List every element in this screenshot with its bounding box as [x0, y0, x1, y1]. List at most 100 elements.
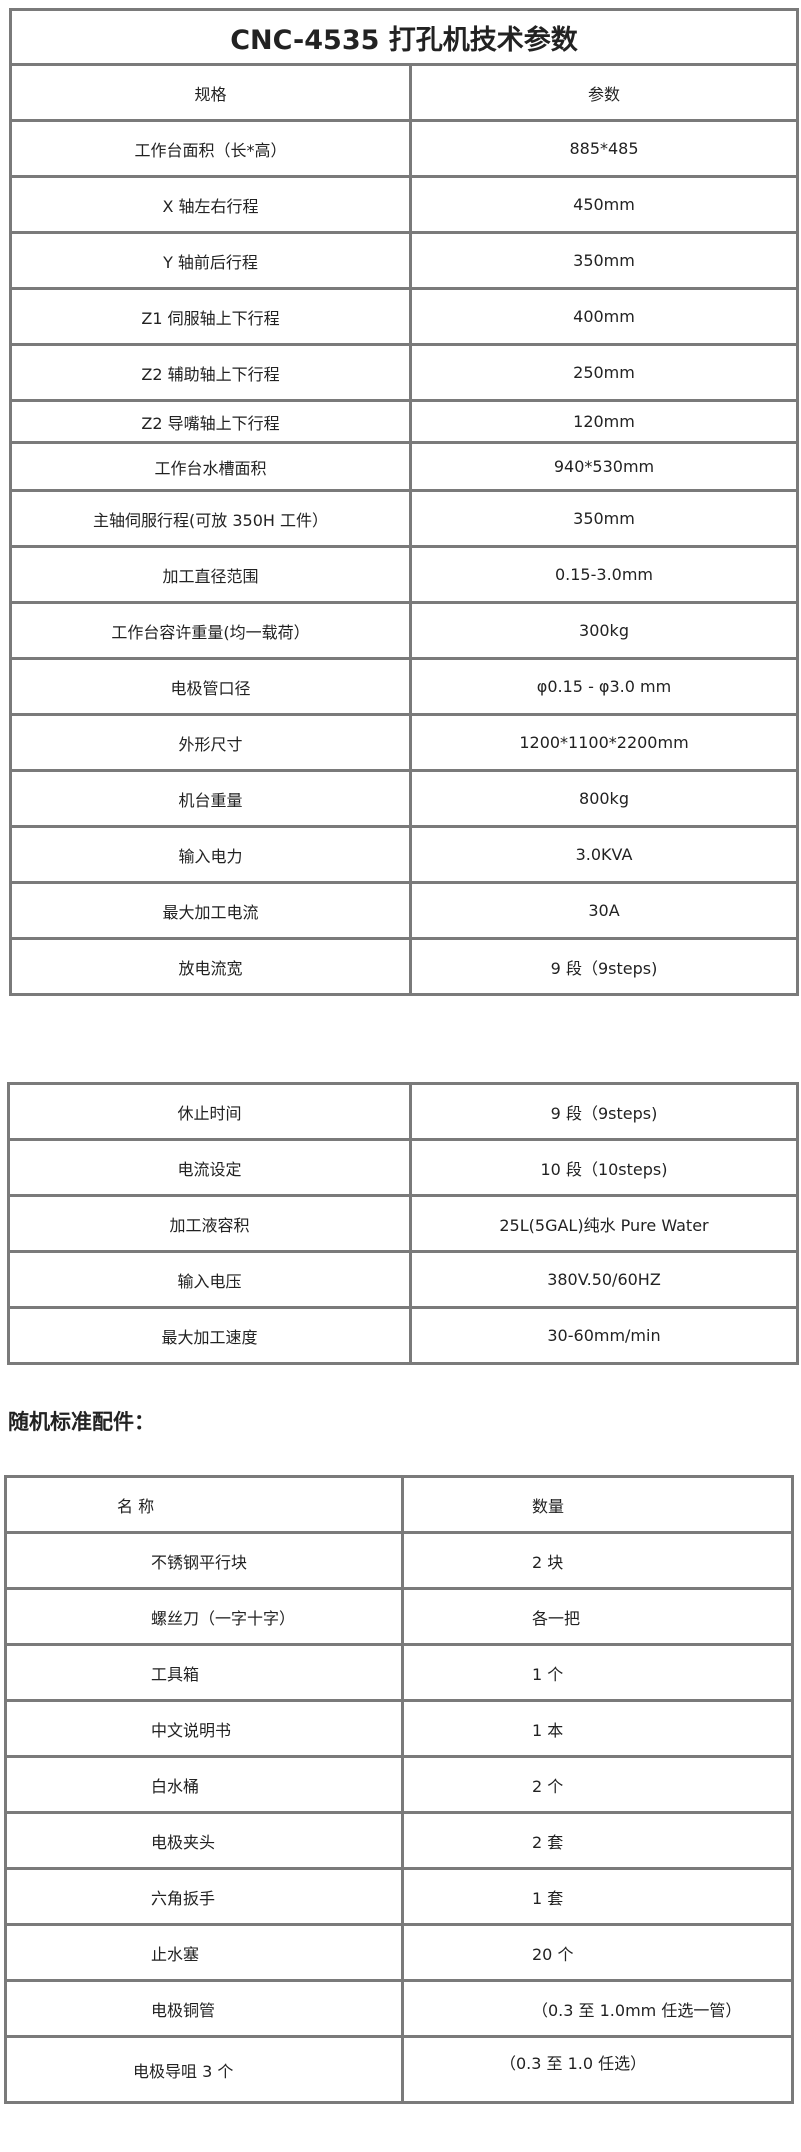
value-cell: 380V.50/60HZ [409, 1250, 799, 1309]
table-row: 工具箱 1 个 [4, 1643, 794, 1702]
table-row: 机台重量 800kg [9, 769, 799, 828]
table-row: 止水塞 20 个 [4, 1923, 794, 1982]
table-row: 放电流宽 9 段（9steps) [9, 937, 799, 996]
label-cell: 放电流宽 [9, 937, 412, 996]
label-cell: 加工液容积 [7, 1194, 412, 1253]
table-row: Y 轴前后行程 350mm [9, 231, 799, 290]
spec-table: CNC-4535 打孔机技术参数 规格 参数 工作台面积（长*高） 885*485 X… [9, 8, 799, 996]
value-cell: 9 段（9steps) [409, 1082, 799, 1141]
table-row: 最大加工速度 30-60mm/min [7, 1306, 799, 1365]
table-row: 电极管口径 φ0.15 - φ3.0 mm [9, 657, 799, 716]
label-cell: 外形尺寸 [9, 713, 412, 772]
table-row: 输入电压 380V.50/60HZ [7, 1250, 799, 1309]
label-cell: 六角扳手 [4, 1867, 404, 1926]
label-cell: 电流设定 [7, 1138, 412, 1197]
table-row: 六角扳手 1 套 [4, 1867, 794, 1926]
label-cell: X 轴左右行程 [9, 175, 412, 234]
table-row: 外形尺寸 1200*1100*2200mm [9, 713, 799, 772]
table-row: X 轴左右行程 450mm [9, 175, 799, 234]
label-cell: 输入电力 [9, 825, 412, 884]
accessories-heading: 随机标准配件： [8, 1410, 155, 1434]
label-cell: 电极管口径 [9, 657, 412, 716]
value-cell: 1 个 [401, 1643, 794, 1702]
label-cell: Z1 伺服轴上下行程 [9, 287, 412, 346]
table-row: 中文说明书 1 本 [4, 1699, 794, 1758]
label-cell: 电极铜管 [4, 1979, 404, 2038]
table-row: 工作台容许重量(均一载荷） 300kg [9, 601, 799, 660]
table-row: 电流设定 10 段（10steps) [7, 1138, 799, 1197]
value-cell: 1 套 [401, 1867, 794, 1926]
table-row: 工作台面积（长*高） 885*485 [9, 119, 799, 178]
value-cell: 450mm [409, 175, 799, 234]
value-cell: 3.0KVA [409, 825, 799, 884]
table-row: Z1 伺服轴上下行程 400mm [9, 287, 799, 346]
label-cell: 工具箱 [4, 1643, 404, 1702]
label-cell: 电极夹头 [4, 1811, 404, 1870]
label-cell: 止水塞 [4, 1923, 404, 1982]
value-cell: （0.3 至 1.0 任选） [401, 2035, 794, 2104]
table-row: 不锈钢平行块 2 块 [4, 1531, 794, 1590]
value-cell: 30A [409, 881, 799, 940]
table-row: 白水桶 2 个 [4, 1755, 794, 1814]
table-row: 螺丝刀（一字十字） 各一把 [4, 1587, 794, 1646]
label-cell: 螺丝刀（一字十字） [4, 1587, 404, 1646]
value-cell: 2 套 [401, 1811, 794, 1870]
value-cell: 250mm [409, 343, 799, 402]
value-cell: φ0.15 - φ3.0 mm [409, 657, 799, 716]
label-cell: Z2 导嘴轴上下行程 [9, 399, 412, 444]
label-cell: 最大加工电流 [9, 881, 412, 940]
value-cell: 400mm [409, 287, 799, 346]
value-cell: （0.3 至 1.0mm 任选一管） [401, 1979, 794, 2038]
label-cell: 加工直径范围 [9, 545, 412, 604]
value-cell: 1 本 [401, 1699, 794, 1758]
value-cell: 各一把 [401, 1587, 794, 1646]
table-row: Z2 辅助轴上下行程 250mm [9, 343, 799, 402]
value-cell: 350mm [409, 231, 799, 290]
label-cell: 休止时间 [7, 1082, 412, 1141]
table-row: 加工液容积 25L(5GAL)纯水 Pure Water [7, 1194, 799, 1253]
label-cell: Z2 辅助轴上下行程 [9, 343, 412, 402]
value-cell: 2 个 [401, 1755, 794, 1814]
value-cell: 25L(5GAL)纯水 Pure Water [409, 1194, 799, 1253]
table-row: 工作台水槽面积 940*530mm [9, 441, 799, 492]
value-cell: 885*485 [409, 119, 799, 178]
header-name: 名 称 [4, 1475, 404, 1534]
value-cell: 10 段（10steps) [409, 1138, 799, 1197]
table-row: Z2 导嘴轴上下行程 120mm [9, 399, 799, 444]
value-cell: 20 个 [401, 1923, 794, 1982]
table-row: 加工直径范围 0.15-3.0mm [9, 545, 799, 604]
header-qty: 数量 [401, 1475, 794, 1534]
label-cell: 电极导咀 3 个 [4, 2035, 404, 2104]
value-cell: 800kg [409, 769, 799, 828]
table-title: CNC-4535 打孔机技术参数 [9, 8, 799, 66]
table-row: 休止时间 9 段（9steps) [7, 1082, 799, 1141]
table-row: 电极导咀 3 个（0.3 至 1.0 任选） [4, 2035, 794, 2104]
spec-table-continued: 休止时间 9 段（9steps) 电流设定 10 段（10steps) 加工液容积 25L… [7, 1082, 799, 1365]
label-cell: 输入电压 [7, 1250, 412, 1309]
label-cell: 白水桶 [4, 1755, 404, 1814]
value-cell: 1200*1100*2200mm [409, 713, 799, 772]
label-cell: 主轴伺服行程(可放 350H 工件） [9, 489, 412, 548]
label-cell: 工作台容许重量(均一载荷） [9, 601, 412, 660]
header-param: 参数 [409, 63, 799, 122]
label-cell: 最大加工速度 [7, 1306, 412, 1365]
label-cell: 工作台水槽面积 [9, 441, 412, 492]
table-row: 最大加工电流 30A [9, 881, 799, 940]
accessories-table: 名 称数量 不锈钢平行块 2 块螺丝刀（一字十字） 各一把 工具箱 1 个中文说明书 1 … [4, 1475, 794, 2104]
table-row: 电极铜管 （0.3 至 1.0mm 任选一管） [4, 1979, 794, 2038]
label-cell: 中文说明书 [4, 1699, 404, 1758]
value-cell: 0.15-3.0mm [409, 545, 799, 604]
label-cell: 机台重量 [9, 769, 412, 828]
value-cell: 2 块 [401, 1531, 794, 1590]
table-row: 主轴伺服行程(可放 350H 工件） 350mm [9, 489, 799, 548]
table-row: 输入电力 3.0KVA [9, 825, 799, 884]
value-cell: 940*530mm [409, 441, 799, 492]
header-spec: 规格 [9, 63, 412, 122]
value-cell: 350mm [409, 489, 799, 548]
label-cell: Y 轴前后行程 [9, 231, 412, 290]
value-cell: 300kg [409, 601, 799, 660]
label-cell: 不锈钢平行块 [4, 1531, 404, 1590]
table-row: 电极夹头 2 套 [4, 1811, 794, 1870]
value-cell: 30-60mm/min [409, 1306, 799, 1365]
value-cell: 120mm [409, 399, 799, 444]
